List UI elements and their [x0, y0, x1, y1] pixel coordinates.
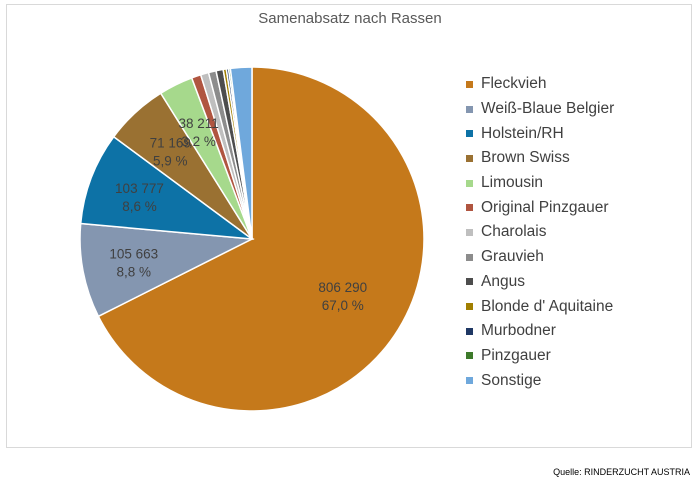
chart-title: Samenabsatz nach Rassen [258, 10, 442, 27]
data-label-value: 38 211 [179, 116, 219, 131]
pie-slice-fleckvieh [97, 66, 425, 412]
legend-swatch [466, 204, 473, 212]
legend-swatch [466, 352, 473, 360]
legend-item: Angus [466, 270, 614, 295]
legend-item: Holstein/RH [466, 121, 614, 146]
data-label-percent: 3,2 % [181, 134, 216, 149]
legend-label: Pinzgauer [481, 346, 551, 364]
legend-item: Grauvieh [466, 245, 614, 270]
legend-label: Brown Swiss [481, 149, 570, 167]
legend-swatch [466, 179, 473, 187]
legend-swatch [466, 130, 473, 138]
chart-legend: Fleckvieh Weiß-Blaue Belgier Holstein/RH Br… [466, 72, 614, 393]
legend-item: Charolais [466, 220, 614, 245]
legend-label: Weiß-Blaue Belgier [481, 100, 615, 118]
legend-swatch [466, 105, 473, 113]
data-label-percent: 67,0 % [322, 298, 364, 313]
data-label-percent: 8,8 % [116, 265, 151, 280]
legend-label: Fleckvieh [481, 75, 547, 93]
legend-swatch [466, 154, 473, 162]
data-label-value: 105 663 [109, 247, 158, 262]
legend-label: Charolais [481, 223, 547, 241]
data-label-value: 806 290 [318, 280, 367, 295]
pie-slice-holstein-rh [79, 135, 255, 240]
legend-swatch [466, 253, 473, 261]
legend-swatch [466, 303, 473, 311]
legend-item: Murbodner [466, 319, 614, 344]
legend-label: Murbodner [481, 322, 556, 340]
legend-item: Fleckvieh [466, 72, 614, 97]
legend-label: Angus [481, 272, 525, 290]
legend-item: Brown Swiss [466, 146, 614, 171]
legend-item: Blonde d' Aquitaine [466, 294, 614, 319]
legend-item: Limousin [466, 171, 614, 196]
legend-label: Blonde d' Aquitaine [481, 297, 614, 315]
legend-label: Sonstige [481, 371, 542, 389]
legend-swatch [466, 278, 473, 286]
legend-label: Holstein/RH [481, 124, 564, 142]
data-label-value: 103 777 [115, 181, 164, 196]
legend-label: Original Pinzgauer [481, 198, 609, 216]
legend-swatch [466, 80, 473, 88]
data-label-percent: 5,9 % [153, 154, 188, 169]
legend-label: Grauvieh [481, 248, 544, 266]
legend-item: Weiß-Blaue Belgier [466, 97, 614, 122]
data-label-percent: 8,6 % [122, 199, 157, 214]
data-label-value: 71 169 [150, 136, 191, 151]
legend-swatch [466, 377, 473, 385]
legend-swatch [466, 228, 473, 236]
legend-item: Sonstige [466, 368, 614, 393]
source-note: Quelle: RINDERZUCHT AUSTRIA [553, 467, 690, 477]
pie-slice-sonstige [229, 66, 253, 240]
legend-label: Limousin [481, 174, 544, 192]
legend-swatch [466, 327, 473, 335]
legend-item: Original Pinzgauer [466, 195, 614, 220]
pie-slice-wei-blaue-belgier [79, 222, 255, 318]
legend-item: Pinzgauer [466, 344, 614, 369]
